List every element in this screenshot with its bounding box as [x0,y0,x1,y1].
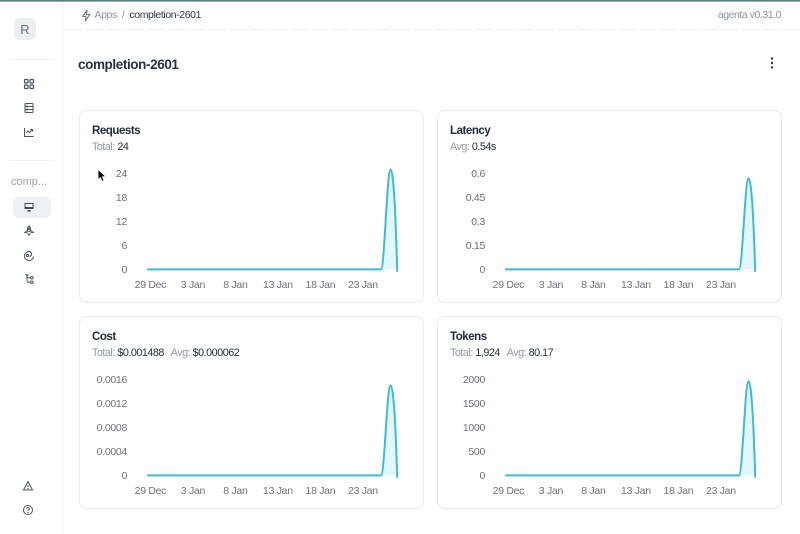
svg-text:3 Jan: 3 Jan [181,485,206,497]
svg-text:0.0012: 0.0012 [97,398,128,410]
svg-text:29 Dec: 29 Dec [493,279,525,291]
svg-text:0.3: 0.3 [471,216,485,228]
svg-text:12: 12 [116,216,128,228]
svg-text:23 Jan: 23 Jan [348,485,378,497]
svg-text:29 Dec: 29 Dec [135,485,167,497]
svg-text:2000: 2000 [463,374,486,386]
svg-text:0.0004: 0.0004 [97,446,128,458]
svg-text:8 Jan: 8 Jan [223,279,248,291]
svg-text:0: 0 [479,470,485,482]
svg-text:18: 18 [116,192,128,204]
svg-text:18 Jan: 18 Jan [306,485,336,497]
svg-text:8 Jan: 8 Jan [223,485,248,497]
svg-text:13 Jan: 13 Jan [621,485,651,497]
svg-text:3 Jan: 3 Jan [539,485,564,497]
svg-text:0.45: 0.45 [466,192,486,204]
svg-text:0.6: 0.6 [471,168,485,180]
svg-text:3 Jan: 3 Jan [539,279,564,291]
svg-text:18 Jan: 18 Jan [664,279,694,291]
svg-text:0.15: 0.15 [466,240,486,252]
svg-text:13 Jan: 13 Jan [263,279,293,291]
svg-text:29 Dec: 29 Dec [493,485,525,497]
svg-text:1000: 1000 [463,422,486,434]
svg-text:23 Jan: 23 Jan [706,485,736,497]
svg-text:23 Jan: 23 Jan [348,279,378,291]
svg-text:1500: 1500 [463,398,486,410]
svg-text:8 Jan: 8 Jan [581,279,606,291]
svg-text:13 Jan: 13 Jan [621,279,651,291]
svg-text:23 Jan: 23 Jan [706,279,736,291]
svg-text:500: 500 [468,446,485,458]
svg-text:8 Jan: 8 Jan [581,485,606,497]
svg-text:18 Jan: 18 Jan [306,279,336,291]
svg-text:0.0016: 0.0016 [97,374,128,386]
svg-text:6: 6 [121,240,127,252]
svg-text:3 Jan: 3 Jan [181,279,206,291]
svg-text:29 Dec: 29 Dec [135,279,167,291]
svg-text:0: 0 [121,264,127,276]
svg-text:0.0008: 0.0008 [97,422,128,434]
svg-text:13 Jan: 13 Jan [263,485,293,497]
svg-text:0: 0 [121,470,127,482]
svg-text:0: 0 [479,264,485,276]
svg-text:18 Jan: 18 Jan [664,485,694,497]
svg-text:24: 24 [116,168,128,180]
